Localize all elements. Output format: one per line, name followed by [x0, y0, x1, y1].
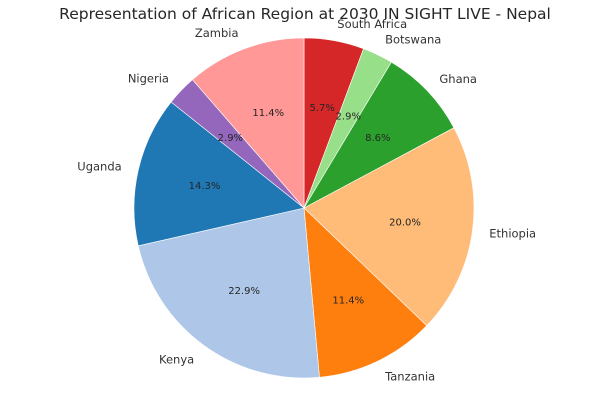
- category-label-kenya: Kenya: [159, 352, 194, 366]
- pie-category-labels: South Africa Botswana Ghana Ethiopia Tanzani…: [77, 17, 536, 383]
- pie-slice-zambia: [192, 37, 305, 209]
- pie-slice-kenya: [137, 207, 320, 379]
- category-label-ethiopia: Ethiopia: [489, 226, 536, 240]
- percent-label-ghana: 8.6%: [365, 133, 390, 144]
- chart-title: Representation of African Region at 2030…: [59, 5, 551, 23]
- percent-label-nigeria: 2.9%: [218, 133, 243, 144]
- category-label-botswana: Botswana: [385, 33, 441, 47]
- percent-label-uganda: 14.3%: [189, 181, 221, 192]
- category-label-tanzania: Tanzania: [384, 369, 435, 383]
- pie-slice-uganda: [133, 101, 305, 247]
- pie-slice-ghana: [303, 61, 455, 209]
- percent-label-ethiopia: 20.0%: [389, 217, 421, 228]
- category-label-ghana: Ghana: [439, 72, 477, 86]
- pie-slice-tanzania: [303, 207, 428, 378]
- pie-slice-ethiopia: [303, 127, 475, 327]
- category-label-uganda: Uganda: [77, 159, 121, 173]
- category-label-zambia: Zambia: [195, 26, 239, 40]
- category-label-south-africa: South Africa: [337, 17, 407, 31]
- percent-label-south-africa: 5.7%: [309, 103, 334, 114]
- category-label-nigeria: Nigeria: [128, 72, 169, 86]
- percent-label-botswana: 2.9%: [336, 112, 361, 123]
- percent-label-kenya: 22.9%: [228, 286, 260, 297]
- pie-percent-labels: 5.7%2.9%8.6%20.0%11.4%22.9%14.3%2.9%11.4…: [189, 103, 421, 306]
- percent-label-zambia: 11.4%: [252, 108, 284, 119]
- percent-label-tanzania: 11.4%: [332, 295, 364, 306]
- pie-slices: [133, 37, 475, 379]
